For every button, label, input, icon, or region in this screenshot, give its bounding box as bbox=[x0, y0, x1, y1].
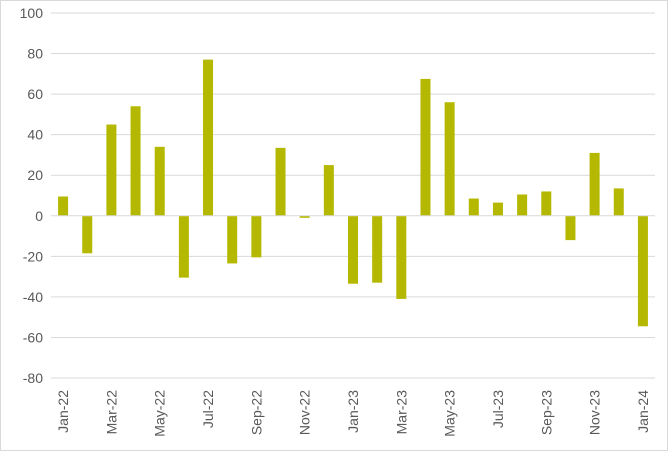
bar-apr-23 bbox=[420, 78, 431, 216]
x-tick-label: Jul-23 bbox=[490, 390, 506, 428]
bars bbox=[58, 59, 648, 327]
bar-jan-22 bbox=[58, 196, 69, 216]
y-tick-label: -20 bbox=[23, 248, 43, 264]
y-tick-label: 20 bbox=[27, 167, 43, 183]
x-tick-label: Nov-22 bbox=[297, 390, 313, 435]
bar-feb-23 bbox=[372, 215, 383, 283]
bar-sep-22 bbox=[251, 215, 262, 258]
bar-dec-23 bbox=[613, 188, 624, 216]
y-tick-label: 40 bbox=[27, 127, 43, 143]
x-tick-label: Jan-23 bbox=[345, 390, 361, 433]
y-tick-label: -60 bbox=[23, 329, 43, 345]
bar-oct-23 bbox=[565, 215, 576, 241]
bar-nov-22 bbox=[299, 215, 310, 218]
x-tick-label: Jan-22 bbox=[55, 390, 71, 433]
bar-mar-23 bbox=[396, 215, 407, 299]
x-tick-label: May-23 bbox=[442, 390, 458, 437]
x-tick-label: May-22 bbox=[152, 390, 168, 437]
x-tick-label: Jul-22 bbox=[200, 390, 216, 428]
bar-jun-22 bbox=[178, 215, 189, 278]
y-tick-label: -40 bbox=[23, 289, 43, 305]
bar-sep-23 bbox=[541, 191, 552, 216]
bar-jul-22 bbox=[203, 59, 214, 216]
bar-jun-23 bbox=[468, 198, 479, 216]
y-tick-label: 100 bbox=[20, 5, 44, 21]
bar-may-23 bbox=[444, 102, 455, 216]
x-tick-label: Mar-22 bbox=[103, 390, 119, 435]
bar-jul-23 bbox=[492, 202, 503, 216]
bar-jan-24 bbox=[637, 215, 648, 327]
bar-nov-23 bbox=[589, 152, 600, 216]
bar-mar-22 bbox=[106, 124, 117, 216]
y-tick-label: 80 bbox=[27, 46, 43, 62]
bar-may-22 bbox=[154, 146, 165, 216]
x-tick-label: Jan-24 bbox=[635, 390, 651, 433]
y-axis-tick-labels: -80 -60 -40 -20 0 20 40 60 80 100 bbox=[20, 5, 44, 386]
x-tick-label: Mar-23 bbox=[393, 390, 409, 435]
x-tick-label: Sep-23 bbox=[538, 390, 554, 435]
bar-apr-22 bbox=[130, 106, 141, 216]
bar-aug-22 bbox=[227, 215, 238, 264]
y-tick-label: 60 bbox=[27, 86, 43, 102]
bar-aug-23 bbox=[517, 194, 528, 216]
x-axis-tick-labels: Jan-22 Mar-22 May-22 Jul-22 Sep-22 Nov-22 Jan-… bbox=[55, 390, 651, 437]
bar-oct-22 bbox=[275, 147, 286, 216]
grid-lines bbox=[51, 12, 655, 379]
y-tick-label: -80 bbox=[23, 370, 43, 386]
x-tick-label: Nov-23 bbox=[587, 390, 603, 435]
bar-jan-23 bbox=[348, 215, 358, 284]
bar-feb-22 bbox=[82, 215, 93, 254]
bar-dec-22 bbox=[323, 165, 334, 216]
x-tick-label: Sep-22 bbox=[248, 390, 264, 435]
y-tick-label: 0 bbox=[35, 208, 43, 224]
